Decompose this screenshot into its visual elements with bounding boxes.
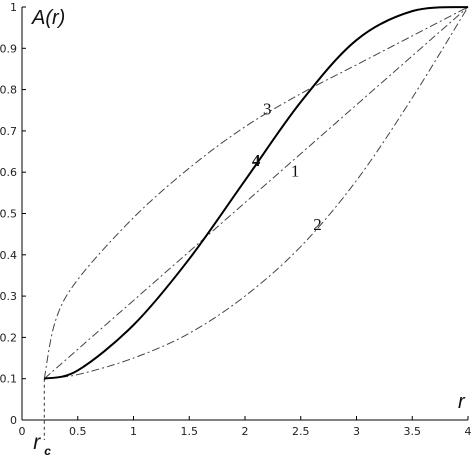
curve-label-2: 2 [313,215,322,234]
x-tick-label: 0 [19,425,26,438]
x-tick-label: 2.5 [292,425,310,438]
y-tick-label: 1 [10,1,17,14]
marker-subscript: c [44,444,51,458]
curve-label-3: 3 [263,99,272,118]
x-tick-label: 4 [465,425,472,438]
y-tick-label: 0 [10,414,17,427]
curve-label-4: 4 [252,151,261,170]
series-line-1 [43,6,469,380]
series-line-2 [44,6,469,380]
y-tick-label: 0.7 [0,125,17,138]
x-tick-label: 1 [130,425,137,438]
series-layer [43,6,469,380]
x-axis-title: r [458,391,466,413]
y-tick-label: 0.5 [0,208,17,221]
marker-label: r [33,431,41,454]
series-line-4 [44,6,469,380]
y-tick-label: 0.4 [0,249,17,262]
y-tick-label: 0.8 [0,84,17,97]
y-tick-label: 0.2 [0,331,17,344]
y-tick-label: 0.3 [0,290,17,303]
x-tick-label: 1.5 [181,425,199,438]
series-line-3 [43,6,469,379]
y-axis-title: A(r) [31,7,65,29]
y-tick-label: 0.1 [0,373,17,386]
x-tick-label: 3 [353,425,360,438]
y-tick-label: 0.6 [0,166,17,179]
x-tick-label: 3.5 [404,425,422,438]
curve-label-1: 1 [291,161,300,180]
x-tick-label: 0.5 [69,425,87,438]
axes: 0 0.1 0.2 0.3 0.4 0.5 0.6 0.7 0.8 0.9 1 0 0.5 1 1.5 2 2.… [0,1,472,440]
y-tick-label: 0.9 [0,42,17,55]
x-tick-label: 2 [242,425,249,438]
